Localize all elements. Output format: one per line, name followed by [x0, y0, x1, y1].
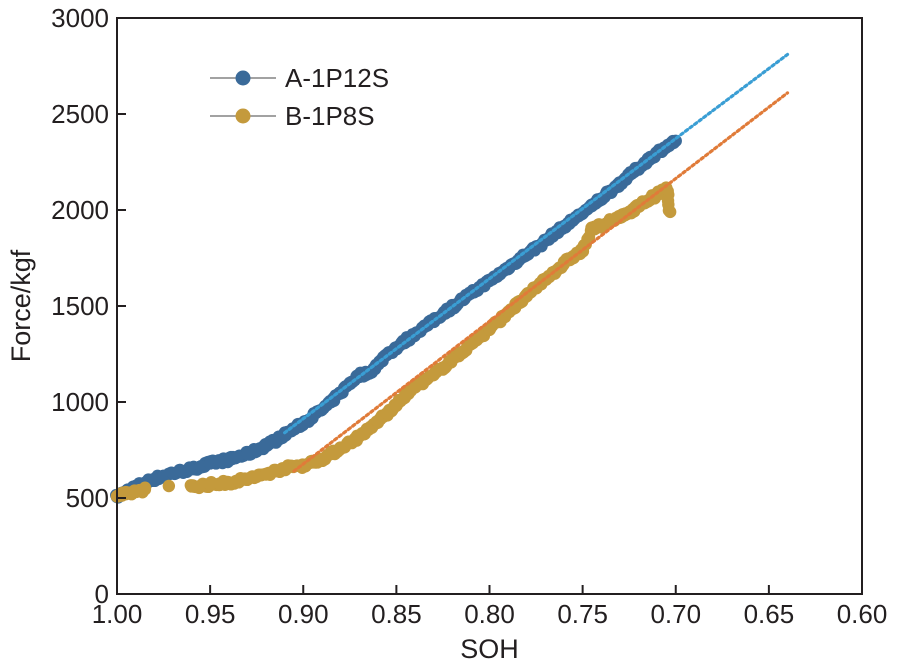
data-point	[185, 480, 198, 493]
data-point	[520, 247, 533, 261]
x-tick-label: 0.95	[185, 599, 236, 629]
data-point	[362, 423, 375, 437]
data-point	[529, 241, 543, 254]
y-tick-label: 3000	[51, 3, 109, 33]
data-point	[334, 441, 347, 455]
y-tick-label: 0	[95, 579, 109, 609]
data-point	[436, 361, 450, 374]
data-point	[250, 443, 263, 457]
data-point	[427, 368, 440, 382]
data-point	[663, 205, 677, 219]
x-tick-label: 1.00	[92, 599, 143, 629]
x-tick-label: 0.80	[464, 599, 515, 629]
data-point	[660, 182, 673, 196]
x-tick-label: 0.60	[837, 599, 888, 629]
data-point	[269, 464, 282, 478]
data-point	[194, 460, 208, 473]
data-point	[287, 422, 301, 436]
data-point	[241, 472, 254, 485]
y-axis: 0 500 1000 1500 2000 2500 3000	[51, 3, 126, 609]
data-point	[157, 469, 170, 483]
trendline-a-1p12s	[283, 52, 790, 435]
x-tick-label: 0.85	[371, 599, 422, 629]
legend: A-1P12S B-1P8S	[210, 63, 389, 131]
data-point	[483, 322, 496, 336]
data-point	[604, 184, 617, 197]
data-point	[501, 261, 515, 274]
data-point	[129, 485, 142, 498]
data-point	[501, 305, 515, 318]
data-point	[213, 455, 226, 468]
data-point	[380, 407, 394, 420]
x-tick-label: 0.70	[650, 599, 701, 629]
y-tick-label: 2500	[51, 99, 109, 129]
legend-item: B-1P8S	[210, 101, 375, 131]
legend-label: B-1P8S	[285, 101, 375, 131]
legend-marker	[235, 108, 251, 124]
data-point	[138, 483, 152, 496]
data-point	[455, 345, 468, 359]
trendline-layer	[283, 52, 790, 473]
trendline-b-1p8s	[292, 91, 790, 473]
data-point	[259, 439, 273, 452]
data-point	[213, 477, 226, 490]
data-point	[464, 338, 478, 351]
data-point	[269, 434, 282, 447]
legend-marker	[235, 70, 251, 86]
data-point	[259, 467, 273, 481]
data-point	[203, 478, 217, 491]
x-tick-label: 0.90	[278, 599, 329, 629]
data-point	[203, 457, 217, 470]
data-point	[408, 380, 422, 393]
data-point	[222, 476, 235, 489]
legend-label: A-1P12S	[285, 63, 389, 93]
data-point	[418, 374, 431, 388]
data-point	[343, 436, 357, 449]
data-point	[539, 234, 552, 247]
data-point	[595, 219, 608, 232]
data-point	[473, 330, 487, 343]
x-tick-label: 0.65	[744, 599, 795, 629]
data-point	[185, 463, 198, 476]
series-a-1p12s	[110, 134, 682, 504]
data-point	[175, 464, 189, 478]
x-tick-label: 0.75	[557, 599, 608, 629]
data-point	[390, 399, 403, 413]
x-axis-title: SOH	[460, 634, 519, 664]
data-points-layer	[110, 134, 682, 504]
data-point	[399, 388, 412, 401]
data-point	[371, 415, 384, 428]
data-point	[548, 226, 561, 240]
data-point	[324, 447, 338, 461]
data-point	[278, 462, 291, 475]
data-point	[585, 223, 599, 236]
data-point	[315, 452, 329, 465]
data-point	[446, 353, 459, 366]
y-tick-label: 2000	[51, 195, 109, 225]
y-tick-label: 1500	[51, 291, 109, 321]
data-point	[162, 479, 176, 493]
data-point	[222, 453, 235, 466]
data-point	[241, 447, 254, 461]
data-point	[166, 466, 180, 480]
data-point	[250, 470, 263, 484]
data-point	[148, 472, 161, 485]
data-point	[231, 450, 245, 463]
x-axis: 1.00 0.95 0.90 0.85 0.80 0.75 0.70 0.65 0.60	[92, 585, 888, 629]
data-point	[231, 474, 245, 487]
y-tick-label: 500	[66, 483, 109, 513]
data-point	[511, 254, 524, 268]
legend-item: A-1P12S	[210, 63, 389, 93]
plot-frame	[116, 17, 863, 595]
data-point	[352, 430, 366, 443]
y-tick-label: 1000	[51, 387, 109, 417]
y-axis-title: Force/kgf	[6, 249, 36, 362]
data-point	[194, 479, 208, 492]
data-point	[557, 220, 571, 233]
